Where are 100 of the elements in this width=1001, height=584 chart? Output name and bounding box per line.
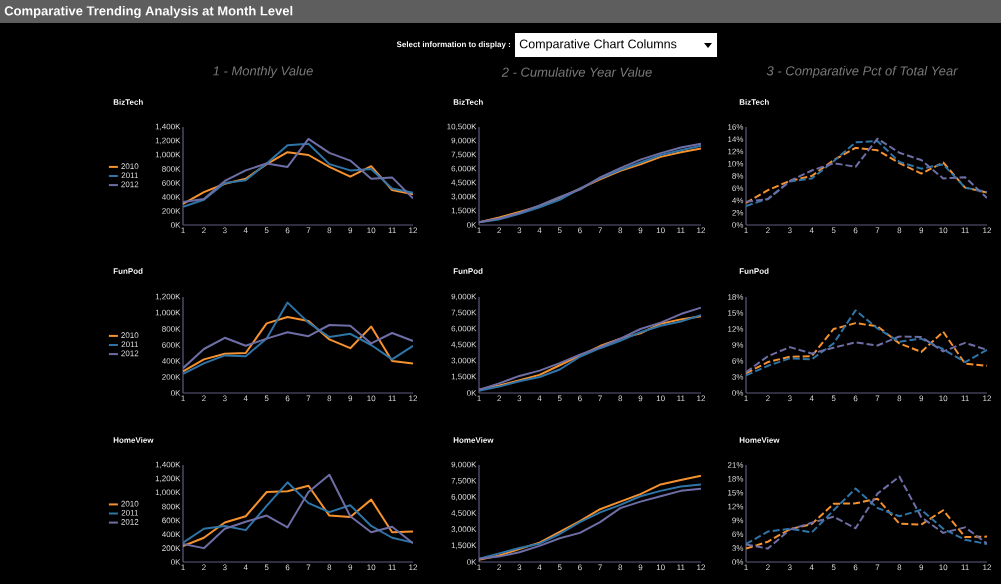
x-tick-label: 3: [517, 564, 522, 571]
y-tick-label: 3%: [732, 545, 744, 551]
x-tick-label: 9: [638, 395, 643, 402]
x-tick-label: 4: [809, 564, 814, 571]
y-tick-label: 400K: [161, 531, 181, 538]
y-tick-label: 6,000K: [451, 165, 477, 173]
y-tick-label: 0%: [732, 559, 744, 565]
y-tick-label: 600K: [162, 342, 181, 348]
y-tick-label: 0%: [732, 390, 744, 396]
x-tick-label: 12: [983, 395, 992, 402]
x-tick-label: 1: [744, 227, 748, 234]
chart-title: BizTech: [739, 99, 769, 105]
x-tick-label: 3: [517, 395, 522, 402]
x-tick-label: 1: [181, 564, 185, 571]
x-tick-label: 1: [181, 227, 185, 234]
y-tick-label: 0K: [467, 390, 477, 396]
x-tick-label: 1: [477, 227, 481, 234]
x-tick-label: 8: [618, 395, 623, 402]
chart-title: FunPod: [453, 268, 483, 274]
y-tick-label: 21%: [727, 462, 744, 468]
x-tick-label: 3: [787, 227, 792, 234]
legend-label: 2012: [121, 181, 139, 188]
y-tick-label: 9,000K: [451, 461, 477, 469]
y-tick-label: 600K: [162, 517, 181, 524]
x-tick-label: 2: [766, 227, 770, 234]
x-tick-label: 8: [327, 227, 332, 234]
y-tick-label: 1,200K: [155, 475, 181, 483]
x-tick-label: 8: [618, 227, 623, 234]
x-tick-label: 5: [557, 564, 562, 571]
x-tick-label: 8: [897, 227, 902, 234]
y-tick-label: 3,000K: [451, 193, 477, 201]
x-tick-label: 6: [853, 227, 858, 234]
y-tick-label: 10,500K: [447, 123, 477, 131]
line-series: [183, 301, 413, 375]
x-tick-label: 4: [243, 395, 248, 402]
x-tick-label: 3: [517, 227, 522, 234]
y-tick-label: 7,500K: [451, 151, 477, 159]
chart-title: FunPod: [739, 268, 769, 274]
chart-title: FunPod: [113, 268, 143, 274]
line-series: [746, 487, 988, 545]
y-tick-label: 6,000K: [451, 325, 477, 333]
x-tick-label: 12: [409, 227, 418, 234]
y-tick-label: 15%: [728, 310, 744, 316]
x-tick-label: 7: [875, 395, 880, 402]
x-tick-label: 9: [348, 395, 353, 402]
y-tick-label: 9,000K: [451, 137, 477, 145]
x-tick-label: 1: [477, 395, 481, 402]
x-tick-label: 4: [809, 227, 814, 234]
x-tick-label: 1: [477, 564, 481, 571]
x-tick-label: 10: [367, 395, 376, 402]
x-tick-label: 11: [677, 564, 685, 571]
x-tick-label: 3: [222, 227, 227, 234]
y-tick-label: 4,500K: [451, 510, 477, 517]
x-tick-label: 8: [618, 564, 623, 571]
x-tick-label: 2: [766, 564, 770, 571]
y-tick-label: 6%: [732, 185, 744, 192]
x-tick-label: 1: [181, 395, 185, 402]
y-tick-label: 6%: [732, 531, 744, 538]
chart-title: BizTech: [113, 99, 143, 105]
legend-label: 2010: [121, 500, 139, 507]
x-tick-label: 10: [656, 395, 665, 402]
x-tick-label: 9: [348, 564, 353, 571]
legend-label: 2011: [121, 341, 139, 348]
x-tick-label: 3: [222, 564, 227, 571]
x-tick-label: 7: [306, 564, 311, 571]
y-tick-label: 1,500K: [451, 542, 477, 550]
x-tick-label: 11: [677, 227, 685, 234]
y-tick-label: 9%: [732, 342, 744, 348]
x-tick-label: 6: [578, 564, 582, 571]
x-tick-label: 7: [598, 564, 602, 571]
y-tick-label: 1,000K: [155, 151, 181, 159]
y-tick-label: 1,200K: [155, 293, 181, 301]
y-tick-label: 4,500K: [451, 179, 477, 187]
y-tick-label: 6%: [732, 358, 744, 364]
y-tick-label: 1,400K: [155, 123, 181, 131]
y-tick-label: 7,500K: [451, 309, 477, 317]
x-tick-label: 1: [744, 564, 748, 571]
x-tick-label: 8: [327, 395, 332, 402]
x-tick-label: 8: [327, 564, 332, 571]
legend-label: 2011: [121, 172, 139, 179]
y-tick-label: 4%: [732, 197, 744, 204]
x-tick-label: 7: [598, 227, 602, 234]
x-tick-label: 4: [537, 395, 542, 402]
x-tick-label: 6: [285, 395, 290, 402]
y-tick-label: 18%: [728, 294, 744, 300]
y-tick-label: 1,000K: [155, 309, 181, 317]
x-tick-label: 2: [497, 395, 502, 402]
y-tick-label: 10%: [728, 160, 744, 167]
x-tick-label: 6: [578, 227, 582, 234]
x-tick-label: 7: [875, 564, 880, 571]
x-tick-label: 5: [831, 395, 836, 402]
text: 3 - Comparative Pct of Total Year: [766, 65, 958, 79]
x-tick-label: 11: [677, 395, 685, 402]
x-tick-label: 12: [697, 395, 706, 402]
x-tick-label: 4: [809, 395, 814, 402]
x-tick-label: 12: [697, 564, 706, 571]
y-tick-label: 18%: [728, 476, 744, 482]
x-tick-label: 5: [831, 564, 836, 571]
y-tick-label: 9,000K: [451, 293, 477, 301]
x-tick-label: 6: [853, 564, 858, 571]
